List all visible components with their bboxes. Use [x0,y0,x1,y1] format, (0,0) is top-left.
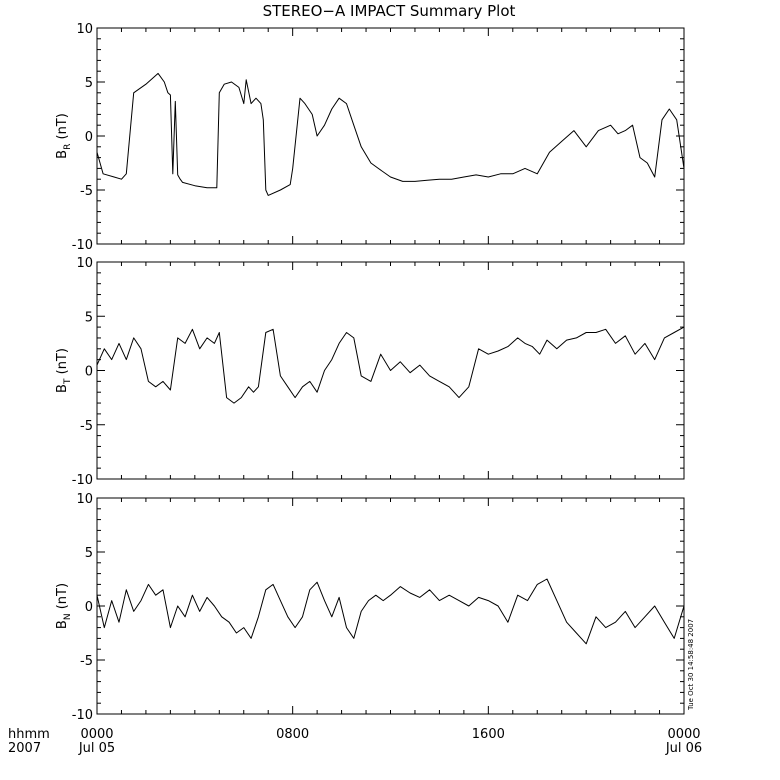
panel-bn: 10 5 0 -5 -10 BN (nT) [55,492,685,723]
plot-title: STEREO−A IMPACT Summary Plot [263,2,516,20]
x-tick-date-label: Jul 06 [665,741,702,756]
y-tick-label: 10 [76,492,93,507]
y-axis-label: BN (nT) [55,583,73,629]
y-tick-label: 0 [85,600,93,615]
generation-timestamp: Tue Oct 30 14:58:48 2007 [687,619,695,711]
y-tick-label: 0 [85,365,93,380]
y-tick-label: 10 [76,256,93,271]
y-tick-label: -10 [72,473,93,488]
series-line [96,326,685,404]
y-tick-label: 5 [85,76,93,91]
y-tick-label: -5 [80,419,93,434]
y-tick-label: 0 [85,130,93,145]
series-line [96,578,685,645]
y-tick-label: 10 [76,22,93,37]
y-tick-label: -10 [72,708,93,723]
y-axis-label: BR (nT) [55,113,73,159]
y-tick-label: 5 [85,546,93,561]
x-tick-label: 0000 [667,727,700,742]
y-tick-label: -5 [80,184,93,199]
plot-frame [96,497,685,715]
plot-frame [96,27,685,245]
panel-br: 10 5 0 -5 -10 BR (nT) [55,22,685,253]
y-tick-label: -10 [72,238,93,253]
x-tick-label: 0800 [276,727,309,742]
time-axis-row1-label: hhmm [8,727,50,742]
panel-bt: 10 5 0 -5 -10 BT (nT) [55,256,685,488]
series-line [96,72,685,196]
y-axis-label: BT (nT) [55,348,73,393]
time-axis-row2-label: 2007 [8,741,41,756]
x-tick-date-label: Jul 05 [78,741,115,756]
x-tick-label: 0000 [80,727,113,742]
x-tick-label: 1600 [472,727,505,742]
y-tick-label: -5 [80,654,93,669]
y-tick-label: 5 [85,310,93,325]
